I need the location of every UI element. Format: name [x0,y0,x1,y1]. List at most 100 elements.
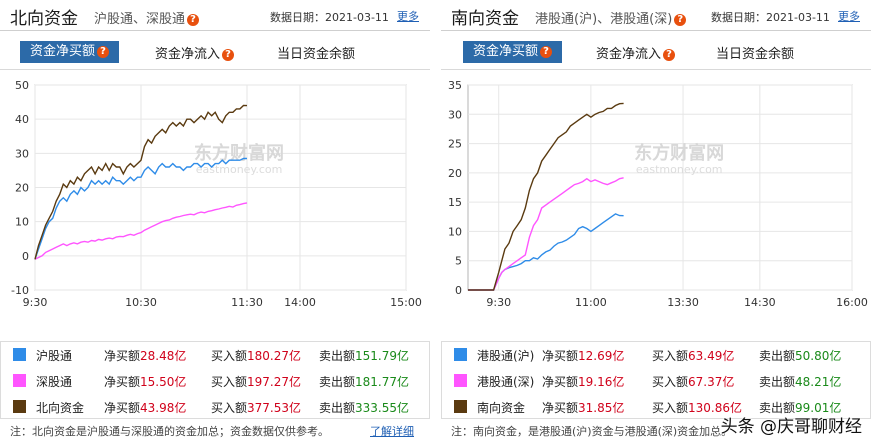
legend-sell-label: 卖出额 [319,401,356,415]
south-title: 南向资金 [451,9,519,29]
legend-sell-value: 151.79亿 [355,349,410,363]
south-panel: 南向资金 港股通(沪)、港股通(深)? 数据日期：2021-03-11 更多 资… [441,0,871,446]
legend-net: 净买额15.50亿 [104,373,186,390]
legend-buy: 买入额130.86亿 [652,399,742,416]
watermark-logo: 东方财富网 [634,142,724,164]
legend-row-hk-sh: 港股通(沪) 净买额12.69亿 买入额63.49亿 卖出额50.80亿 [442,342,870,367]
tab-balance[interactable]: 当日资金余额 [277,47,356,62]
help-icon[interactable]: ? [540,46,553,58]
legend-buy-label: 买入额 [211,349,248,363]
series-line [34,104,248,260]
tab-net-inflow[interactable]: 资金净流入? [155,43,235,62]
tab-net-buy[interactable]: 资金净买额? [20,41,120,63]
legend-buy-label: 买入额 [211,375,248,389]
legend-buy: 买入额67.37亿 [652,373,734,390]
legend-sell-label: 卖出额 [319,349,356,363]
y-tick-label: 20 [15,182,29,195]
legend-swatch [13,374,26,387]
x-tick-label: 15:00 [390,296,422,309]
legend-net-label: 净买额 [542,401,579,415]
legend-row-south-total: 南向资金 净买额31.85亿 买入额130.86亿 卖出额99.01亿 [442,394,870,419]
tab-net-buy[interactable]: 资金净买额? [463,41,563,63]
x-tick-label: 9:30 [486,296,511,309]
y-tick-label: 40 [15,113,29,126]
series-line [468,177,624,291]
y-tick-label: 10 [15,216,29,229]
south-more-link[interactable]: 更多 [838,10,860,23]
south-subtitle: 港股通(沪)、港股通(深)? [535,8,687,27]
x-tick-label: 11:30 [231,296,263,309]
series-line [468,102,624,291]
y-tick-label: 5 [455,255,462,268]
legend-swatch [454,400,467,413]
legend-net-value: 28.48亿 [140,349,187,363]
y-tick-label: 15 [448,196,462,209]
y-tick-label: 50 [15,79,29,92]
legend-row-sz: 深股通 净买额15.50亿 买入额197.27亿 卖出额181.77亿 [1,368,429,393]
legend-net-value: 19.16亿 [578,375,625,389]
legend-sell-value: 99.01亿 [795,401,842,415]
x-tick-label: 9:30 [23,296,48,309]
legend-buy-value: 67.37亿 [688,375,735,389]
help-icon[interactable]: ? [97,46,110,58]
north-chart: -10 0 10 20 30 40 50 9:30 10:30 11:30 14:00 15:00 东方… [11,79,422,309]
legend-swatch [13,348,26,361]
south-date: 数据日期：2021-03-11 [711,11,830,24]
series-line [468,213,624,291]
south-legend: 港股通(沪) 净买额12.69亿 买入额63.49亿 卖出额50.80亿 港股通… [441,341,871,419]
y-tick-label: 30 [448,108,462,121]
legend-sell-label: 卖出额 [759,375,796,389]
y-tick-label: -10 [11,284,29,297]
tab-net-inflow-label: 资金净流入 [155,47,221,62]
north-detail-link[interactable]: 了解详细 [370,425,414,438]
legend-name: 港股通(深) [477,375,535,389]
legend-sell-label: 卖出额 [759,349,796,363]
help-icon[interactable]: ? [222,49,235,61]
legend-net-value: 31.85亿 [578,401,625,415]
legend-name: 沪股通 [36,349,73,363]
legend-sell: 卖出额99.01亿 [759,399,841,416]
south-note: 注：南向资金，是港股通(沪)资金与港股通(深)资金加总。 [451,425,733,438]
legend-buy-value: 197.27亿 [247,375,302,389]
plot-area [467,84,853,291]
legend-net-label: 净买额 [104,349,141,363]
north-more-link[interactable]: 更多 [397,10,419,23]
tab-net-inflow-label: 资金净流入 [596,47,662,62]
legend-sell: 卖出额181.77亿 [319,373,409,390]
legend-net-value: 43.98亿 [140,401,187,415]
north-header: 北向资金 沪股通、深股通? 数据日期：2021-03-11 更多 [0,0,430,31]
x-tick-label: 16:00 [836,296,868,309]
legend-sell: 卖出额333.55亿 [319,399,409,416]
help-icon[interactable]: ? [674,14,687,26]
legend-net: 净买额43.98亿 [104,399,186,416]
south-chart: 0 5 10 15 20 25 30 35 9:30 11:00 13:30 14:30 16:00 东方… [448,79,868,309]
help-icon[interactable]: ? [187,14,200,26]
legend-name: 南向资金 [477,401,526,415]
legend-swatch [454,374,467,387]
help-icon[interactable]: ? [663,49,676,61]
legend-buy-label: 买入额 [652,375,689,389]
legend-net-label: 净买额 [104,375,141,389]
y-tick-label: 25 [448,138,462,151]
legend-net-label: 净买额 [542,349,579,363]
legend-net-label: 净买额 [542,375,579,389]
legend-buy: 买入额180.27亿 [211,347,301,364]
y-tick-label: 30 [15,147,29,160]
legend-sell-label: 卖出额 [319,375,356,389]
legend-swatch [454,348,467,361]
legend-net: 净买额12.69亿 [542,347,624,364]
tab-net-inflow[interactable]: 资金净流入? [596,43,676,62]
south-subtitle-text: 港股通(沪)、港股通(深) [535,12,673,27]
x-tick-label: 14:30 [744,296,776,309]
legend-net-value: 12.69亿 [578,349,625,363]
tab-balance[interactable]: 当日资金余额 [716,47,795,62]
x-tick-label: 11:00 [575,296,607,309]
legend-buy: 买入额197.27亿 [211,373,301,390]
watermark-logo: 东方财富网 [194,142,284,164]
legend-buy-value: 130.86亿 [688,401,743,415]
legend-swatch [13,400,26,413]
legend-buy-label: 买入额 [652,401,689,415]
legend-buy-value: 63.49亿 [688,349,735,363]
legend-net: 净买额31.85亿 [542,399,624,416]
legend-sell-value: 50.80亿 [795,349,842,363]
